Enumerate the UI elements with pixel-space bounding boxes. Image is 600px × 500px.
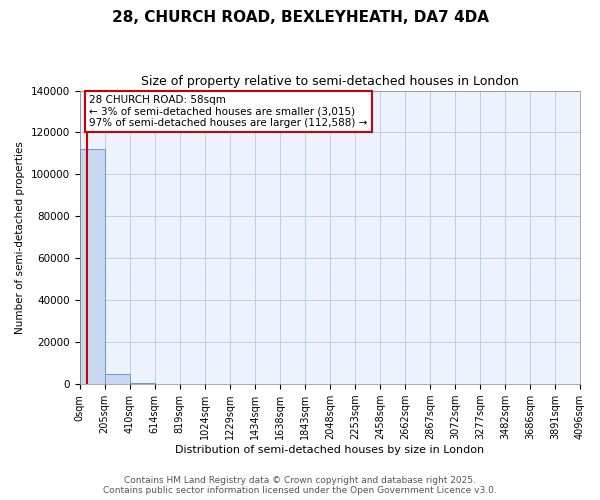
Y-axis label: Number of semi-detached properties: Number of semi-detached properties bbox=[15, 141, 25, 334]
Text: 28 CHURCH ROAD: 58sqm
← 3% of semi-detached houses are smaller (3,015)
97% of se: 28 CHURCH ROAD: 58sqm ← 3% of semi-detac… bbox=[89, 94, 368, 128]
Bar bbox=[104, 374, 130, 384]
X-axis label: Distribution of semi-detached houses by size in London: Distribution of semi-detached houses by … bbox=[175, 445, 484, 455]
Bar bbox=[130, 383, 155, 384]
Title: Size of property relative to semi-detached houses in London: Size of property relative to semi-detach… bbox=[141, 75, 518, 88]
Bar bbox=[80, 150, 104, 384]
Text: Contains HM Land Registry data © Crown copyright and database right 2025.
Contai: Contains HM Land Registry data © Crown c… bbox=[103, 476, 497, 495]
Text: 28, CHURCH ROAD, BEXLEYHEATH, DA7 4DA: 28, CHURCH ROAD, BEXLEYHEATH, DA7 4DA bbox=[112, 10, 488, 25]
